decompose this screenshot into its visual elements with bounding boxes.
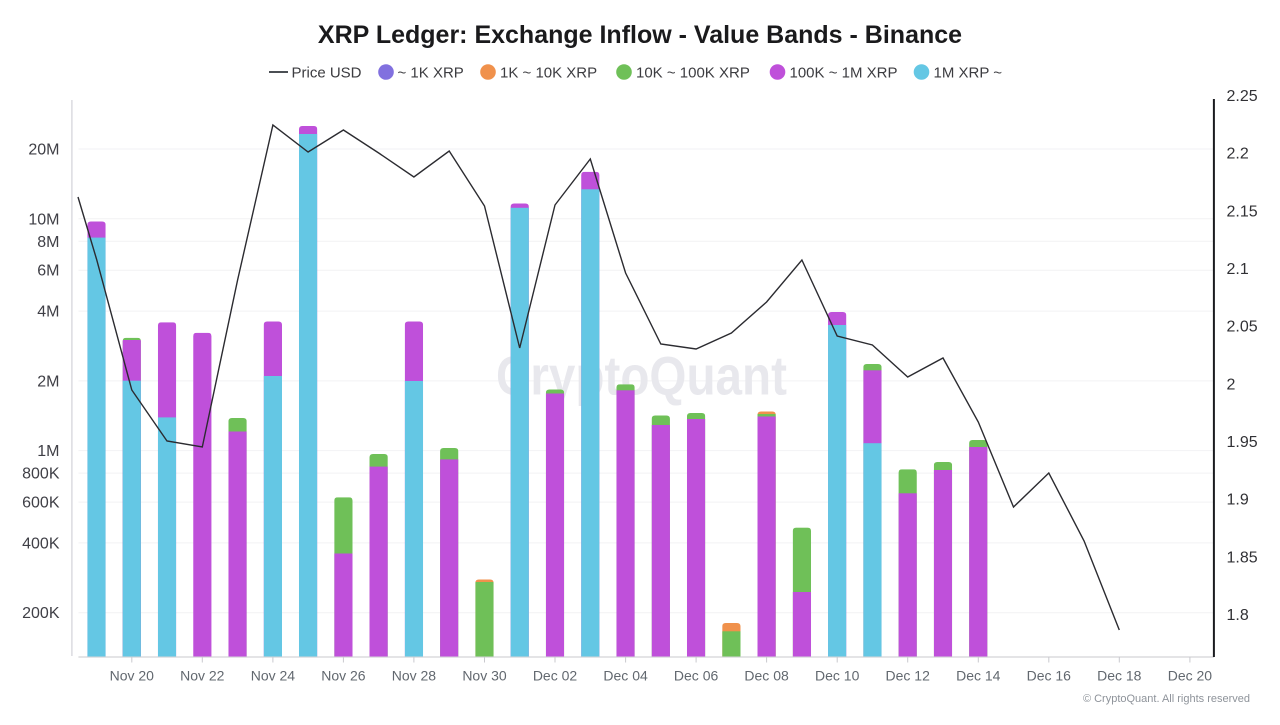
svg-text:Nov 30: Nov 30 <box>462 668 507 684</box>
svg-text:Dec 20: Dec 20 <box>1168 668 1213 684</box>
svg-text:1.85: 1.85 <box>1227 549 1258 566</box>
svg-text:Dec 16: Dec 16 <box>1027 668 1072 684</box>
svg-text:Price USD: Price USD <box>292 65 362 82</box>
svg-text:1.95: 1.95 <box>1227 434 1258 451</box>
svg-text:1M XRP ~: 1M XRP ~ <box>934 65 1003 82</box>
svg-text:Nov 22: Nov 22 <box>180 668 225 684</box>
svg-text:2M: 2M <box>37 373 59 390</box>
svg-text:Nov 28: Nov 28 <box>392 668 437 684</box>
svg-text:XRP Ledger: Exchange Inflow -: XRP Ledger: Exchange Inflow - Value Band… <box>318 21 962 49</box>
svg-text:Dec 18: Dec 18 <box>1097 668 1142 684</box>
svg-text:800K: 800K <box>22 466 60 483</box>
svg-text:1K ~ 10K XRP: 1K ~ 10K XRP <box>500 65 597 82</box>
svg-text:Nov 26: Nov 26 <box>321 668 366 684</box>
svg-text:Nov 24: Nov 24 <box>251 668 296 684</box>
svg-text:Dec 02: Dec 02 <box>533 668 578 684</box>
svg-text:Dec 10: Dec 10 <box>815 668 860 684</box>
svg-text:1M: 1M <box>37 443 59 460</box>
svg-text:© CryptoQuant. All rights rese: © CryptoQuant. All rights reserved <box>1083 693 1250 705</box>
svg-text:6M: 6M <box>37 263 59 280</box>
svg-text:2.05: 2.05 <box>1227 319 1258 336</box>
svg-text:Dec 14: Dec 14 <box>956 668 1001 684</box>
svg-text:400K: 400K <box>22 535 60 552</box>
svg-text:2: 2 <box>1227 376 1236 393</box>
svg-text:20M: 20M <box>28 142 59 159</box>
svg-text:Dec 06: Dec 06 <box>674 668 719 684</box>
svg-text:Nov 20: Nov 20 <box>110 668 155 684</box>
svg-text:1.8: 1.8 <box>1227 607 1249 624</box>
svg-text:1.9: 1.9 <box>1227 492 1249 509</box>
svg-text:Dec 12: Dec 12 <box>886 668 931 684</box>
svg-text:CryptoQuant: CryptoQuant <box>496 345 787 407</box>
svg-text:2.15: 2.15 <box>1227 203 1258 220</box>
svg-text:~ 1K XRP: ~ 1K XRP <box>398 65 464 82</box>
svg-text:100K ~ 1M XRP: 100K ~ 1M XRP <box>790 65 898 82</box>
svg-text:8M: 8M <box>37 234 59 251</box>
svg-text:Dec 08: Dec 08 <box>744 668 789 684</box>
svg-text:2.1: 2.1 <box>1227 261 1249 278</box>
svg-text:10K ~ 100K XRP: 10K ~ 100K XRP <box>636 65 750 82</box>
svg-text:Dec 04: Dec 04 <box>603 668 648 684</box>
svg-text:200K: 200K <box>22 605 60 622</box>
svg-text:2.2: 2.2 <box>1227 146 1249 163</box>
svg-text:4M: 4M <box>37 304 59 321</box>
svg-text:2.25: 2.25 <box>1227 88 1258 105</box>
svg-text:10M: 10M <box>28 211 59 228</box>
svg-text:600K: 600K <box>22 495 60 512</box>
